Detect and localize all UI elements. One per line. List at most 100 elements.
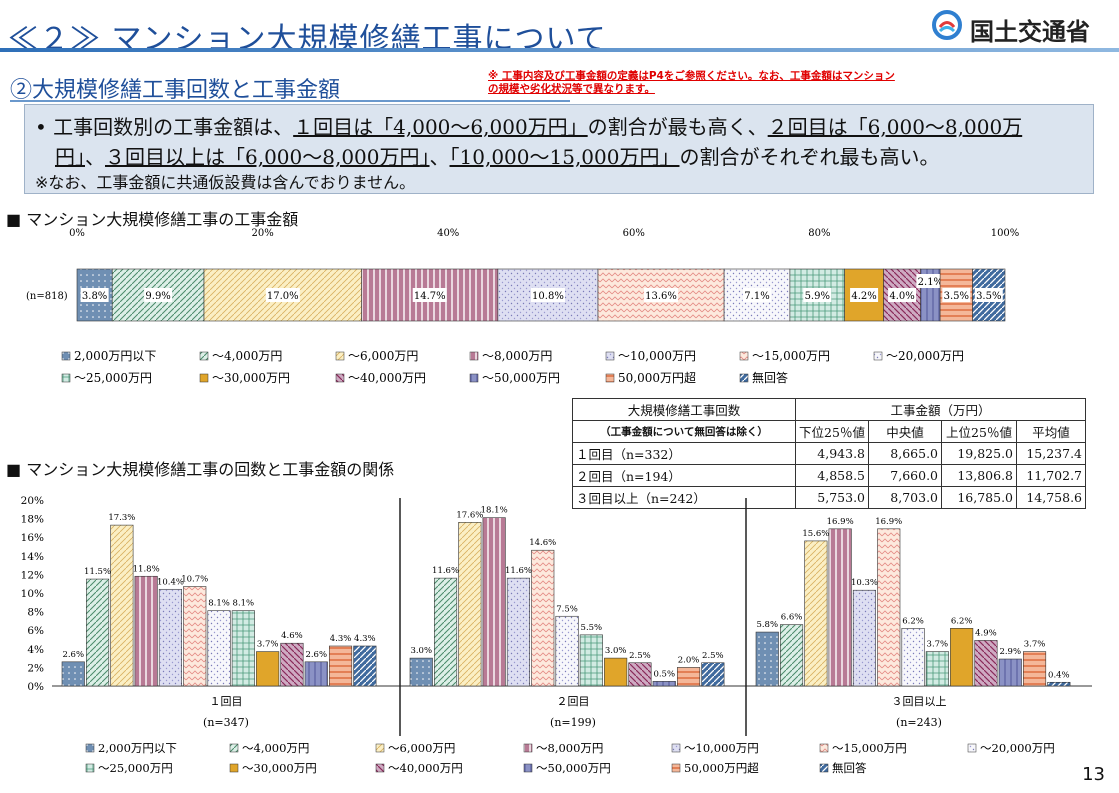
legend-swatch [375,743,385,753]
bar [256,651,280,687]
summary-line-1: • 工事回数別の工事金額は、１回目は「4,000～6,000万円」の割合が最も高… [35,111,1022,140]
summary-text: の割合がそれぞれ最も高い。 [679,145,940,169]
bar [134,575,158,687]
y-tick-label: 6% [27,625,44,637]
legend-label: 50,000万円超 [684,761,759,775]
stats-cell: 8,665.0 [868,442,942,465]
legend-label: ～15,000万円 [832,741,907,755]
legend-label: ～4,000万円 [242,741,309,755]
data-label: 2.1% [918,277,943,288]
y-tick-label: 18% [21,514,44,526]
data-label-bg [144,288,173,302]
y-tick-label: 16% [21,532,44,544]
data-label: 9.9% [145,291,170,302]
bar [804,540,828,687]
bar [852,589,877,687]
y-tick-label: 14% [21,551,44,563]
data-label: 17.0% [267,291,299,302]
y-tick-label: 12% [21,569,44,581]
bar [950,628,974,687]
data-label: 3.8% [82,291,107,302]
bar [207,610,231,687]
data-label: 10.7% [181,574,208,584]
header-divider [0,48,1119,52]
stats-cell: 14,758.6 [1016,486,1086,509]
legend-swatch [229,743,239,753]
data-label-bg [974,288,1003,302]
legend-swatch [335,351,345,361]
data-label: 17.6% [456,510,483,520]
data-label: 10.3% [851,578,878,588]
data-label: 5.5% [581,623,603,633]
section-subtitle: ②大規模修繕工事回数と工事金額 [10,78,341,103]
legend-label: ～40,000万円 [388,761,463,775]
stats-col-header: 下位25％値 [795,420,869,443]
legend-swatch [605,373,615,383]
summary-highlight: ２回目は「6,000～8,000万 [767,115,1023,139]
data-label: 3.5% [976,291,1001,302]
summary-text: 、 [85,145,105,169]
group-label: ２回目 [557,695,590,708]
data-label-bg [644,288,679,302]
legend-label: ～30,000万円 [242,761,317,775]
data-label-bg [888,288,917,302]
summary-highlight: １回目は「4,000～6,000万円」 [293,115,588,139]
data-label: 2.6% [305,650,327,660]
summary-highlight: ３回目以上は「6,000～8,000万円」 [105,145,430,169]
legend-label: ～10,000万円 [684,741,759,755]
bar [901,628,925,687]
stats-cell: 19,825.0 [941,442,1017,465]
data-label: 2.5% [702,651,724,661]
data-label: 5.8% [756,620,778,630]
x-tick-label: 100% [991,228,1020,239]
data-label-bg [942,288,971,302]
data-label: 3.7% [1024,640,1046,650]
legend-swatch [523,743,533,753]
bar [604,657,628,687]
group-n-label: (n=243) [896,716,942,729]
data-label: 8.1% [233,599,255,609]
data-label: 7.1% [744,291,769,302]
data-label: 10.4% [157,577,184,587]
data-label: 4.6% [281,631,303,641]
legend-label: ～6,000万円 [388,741,455,755]
data-label-bg [80,288,109,302]
stats-cell: 16,785.0 [941,486,1017,509]
section1-title: ■ マンション大規模修繕工事の工事金額 [6,210,299,229]
bar [158,588,182,687]
bar [652,681,676,687]
data-label: 18.1% [481,506,508,516]
y-tick-label: 20% [21,495,44,507]
definition-note: ※ 工事内容及び工事金額の定義はP4をご参照ください。なお、工事金額はマンション… [488,70,895,95]
data-label: 16.9% [875,517,902,527]
legend-label: ～20,000万円 [980,741,1055,755]
bar [353,645,377,687]
y-tick-label: 8% [27,607,44,619]
summary-highlight: 「10,000～15,000万円」 [449,145,680,169]
stats-table: 大規模修繕工事回数 工事金額（万円） （工事金額について無回答は除く） 下位25… [572,398,1086,509]
legend-swatch [605,351,615,361]
legend-label: ～6,000万円 [348,349,418,363]
data-label: 2.6% [62,650,84,660]
bar [779,624,804,687]
data-label: 2.5% [629,651,651,661]
summary-box: • 工事回数別の工事金額は、１回目は「4,000～6,000万円」の割合が最も高… [24,104,1094,194]
stats-head-right: 工事金額（万円） [795,398,1086,421]
data-label: 3.7% [927,640,949,650]
stats-head-left-2: （工事金額について無回答は除く） [572,420,796,443]
stats-cell: 4,858.5 [795,464,869,487]
mlit-logo: 国土交通省 [932,8,1112,48]
stats-col-header: 中央値 [868,420,942,443]
summary-highlight: 円」 [55,145,85,169]
group-n-label: (n=347) [203,716,249,729]
bar [183,586,207,687]
legend-label: ～40,000万円 [348,371,426,385]
legend-label: ～25,000万円 [74,371,152,385]
bar [328,645,353,687]
legend-swatch [61,351,71,361]
row-label: (n=818) [26,291,68,302]
data-label: 4.2% [851,291,876,302]
legend-swatch [819,743,829,753]
logo-text: 国土交通省 [970,18,1090,46]
bar [998,658,1022,687]
